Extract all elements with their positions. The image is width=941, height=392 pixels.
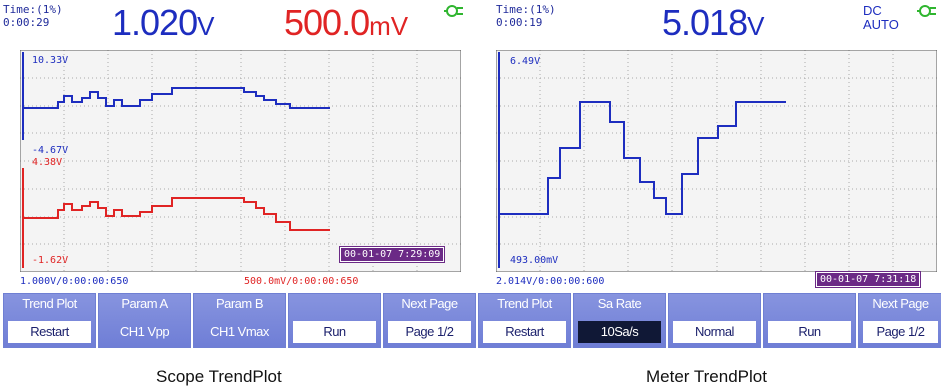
softkey-value: CH1 Vpp [119, 324, 170, 339]
meter-unit: V [747, 11, 765, 41]
scope-caption: Scope TrendPlot [156, 367, 282, 386]
scope-plot-svg: 10.33V -4.67V 4.38V -1.62V [20, 50, 461, 272]
meter-softkey-trend-plot[interactable]: Trend Plot Restart [478, 293, 571, 348]
meter-min-label: 493.00mV [510, 255, 558, 266]
power-connector-icon [444, 5, 463, 17]
softkey-value: Restart [8, 321, 91, 343]
meter-time-readout: Time:(1%) 0:00:19 [496, 3, 556, 29]
meter-range-mode: AUTO [863, 17, 899, 32]
scope-ch1-value: 1.020 [112, 2, 198, 43]
scope-softkey-trend-plot[interactable]: Trend Plot Restart [3, 293, 96, 348]
meter-plot-area: 6.49V 493.00mV 00-01-07 7:31:18 [496, 50, 937, 288]
meter-trend-line [500, 101, 786, 215]
scope-softkey-param-a[interactable]: Param A CH1 Vpp [98, 293, 191, 348]
scope-ch2-scale: 500.0mV/0:00:00:650 [244, 276, 359, 287]
scope-plot-area: 10.33V -4.67V 4.38V -1.62V 00-01-07 7:29… [20, 50, 461, 272]
meter-timestamp: 00-01-07 7:31:18 [814, 271, 922, 288]
meter-coupling: DC [863, 3, 882, 18]
meter-time-label: Time:(1%) [496, 3, 556, 16]
softkey-title: Next Page [872, 296, 929, 311]
scope-trendplot-panel: Time:(1%) 0:00:29 1.020V 500.0mV 10.33V … [0, 0, 476, 350]
scope-ch2-value: 500.0 [284, 2, 370, 43]
scope-softkey-bar: Trend Plot Restart Param A CH1 Vpp Param… [3, 293, 478, 348]
meter-caption: Meter TrendPlot [646, 367, 767, 386]
softkey-value: Run [768, 321, 851, 343]
ch1-min-label: -4.67V [32, 145, 68, 156]
power-connector-icon [917, 5, 936, 17]
scope-ch2-reading: 500.0mV [284, 2, 408, 44]
meter-scale: 2.014V/0:00:00:600 [496, 276, 605, 287]
softkey-value: Restart [483, 321, 566, 343]
ch1-trend-line [24, 87, 330, 109]
ch2-max-label: 4.38V [32, 157, 62, 168]
scope-ch1-reading: 1.020V [112, 2, 214, 44]
softkey-value: CH1 Vmax [210, 324, 269, 339]
ch2-trend-line [24, 197, 330, 231]
scope-ch1-scale: 1.000V/0:00:00:650 [20, 276, 129, 287]
meter-reading: 5.018V [662, 2, 764, 44]
softkey-title: Param A [121, 296, 168, 311]
scope-softkey-param-b[interactable]: Param B CH1 Vmax [193, 293, 286, 348]
softkey-value: Page 1/2 [388, 321, 471, 343]
softkey-title: Trend Plot [497, 296, 552, 311]
meter-softkey-run[interactable]: Run [763, 293, 856, 348]
softkey-title: Trend Plot [22, 296, 77, 311]
softkey-value: Run [293, 321, 376, 343]
softkey-value: Normal [673, 321, 756, 343]
ch1-max-label: 10.33V [32, 55, 68, 66]
meter-softkey-sa-rate[interactable]: Sa Rate 10Sa/s [573, 293, 666, 348]
meter-softkey-bar: Trend Plot Restart Sa Rate 10Sa/s Normal… [478, 293, 941, 348]
meter-trendplot-panel: Time:(1%) 0:00:19 5.018V DC AUTO 6.49V 4… [478, 0, 941, 350]
softkey-value: 10Sa/s [578, 321, 661, 343]
meter-time-value: 0:00:19 [496, 16, 543, 29]
meter-grid [496, 50, 937, 272]
ch2-min-label: -1.62V [32, 255, 68, 266]
scope-time-label: Time:(1%) [3, 3, 63, 16]
scope-time-readout: Time:(1%) 0:00:29 [3, 3, 63, 29]
meter-value: 5.018 [662, 2, 748, 43]
meter-plot-svg: 6.49V 493.00mV [496, 50, 937, 272]
scope-softkey-next-page[interactable]: Next Page Page 1/2 [383, 293, 476, 348]
softkey-title: Sa Rate [597, 296, 642, 311]
scope-ch1-unit: V [197, 11, 215, 41]
softkey-value: Page 1/2 [863, 321, 938, 343]
meter-softkey-next-page[interactable]: Next Page Page 1/2 [858, 293, 941, 348]
meter-max-label: 6.49V [510, 56, 540, 67]
scope-timestamp: 00-01-07 7:29:09 [338, 246, 446, 263]
meter-softkey-normal[interactable]: Normal [668, 293, 761, 348]
scope-time-value: 0:00:29 [3, 16, 50, 29]
softkey-title: Param B [215, 296, 264, 311]
scope-softkey-run[interactable]: Run [288, 293, 381, 348]
scope-ch2-unit: mV [369, 11, 409, 41]
scope-grid [20, 50, 461, 272]
softkey-title: Next Page [401, 296, 458, 311]
meter-mode: DC AUTO [863, 4, 899, 32]
